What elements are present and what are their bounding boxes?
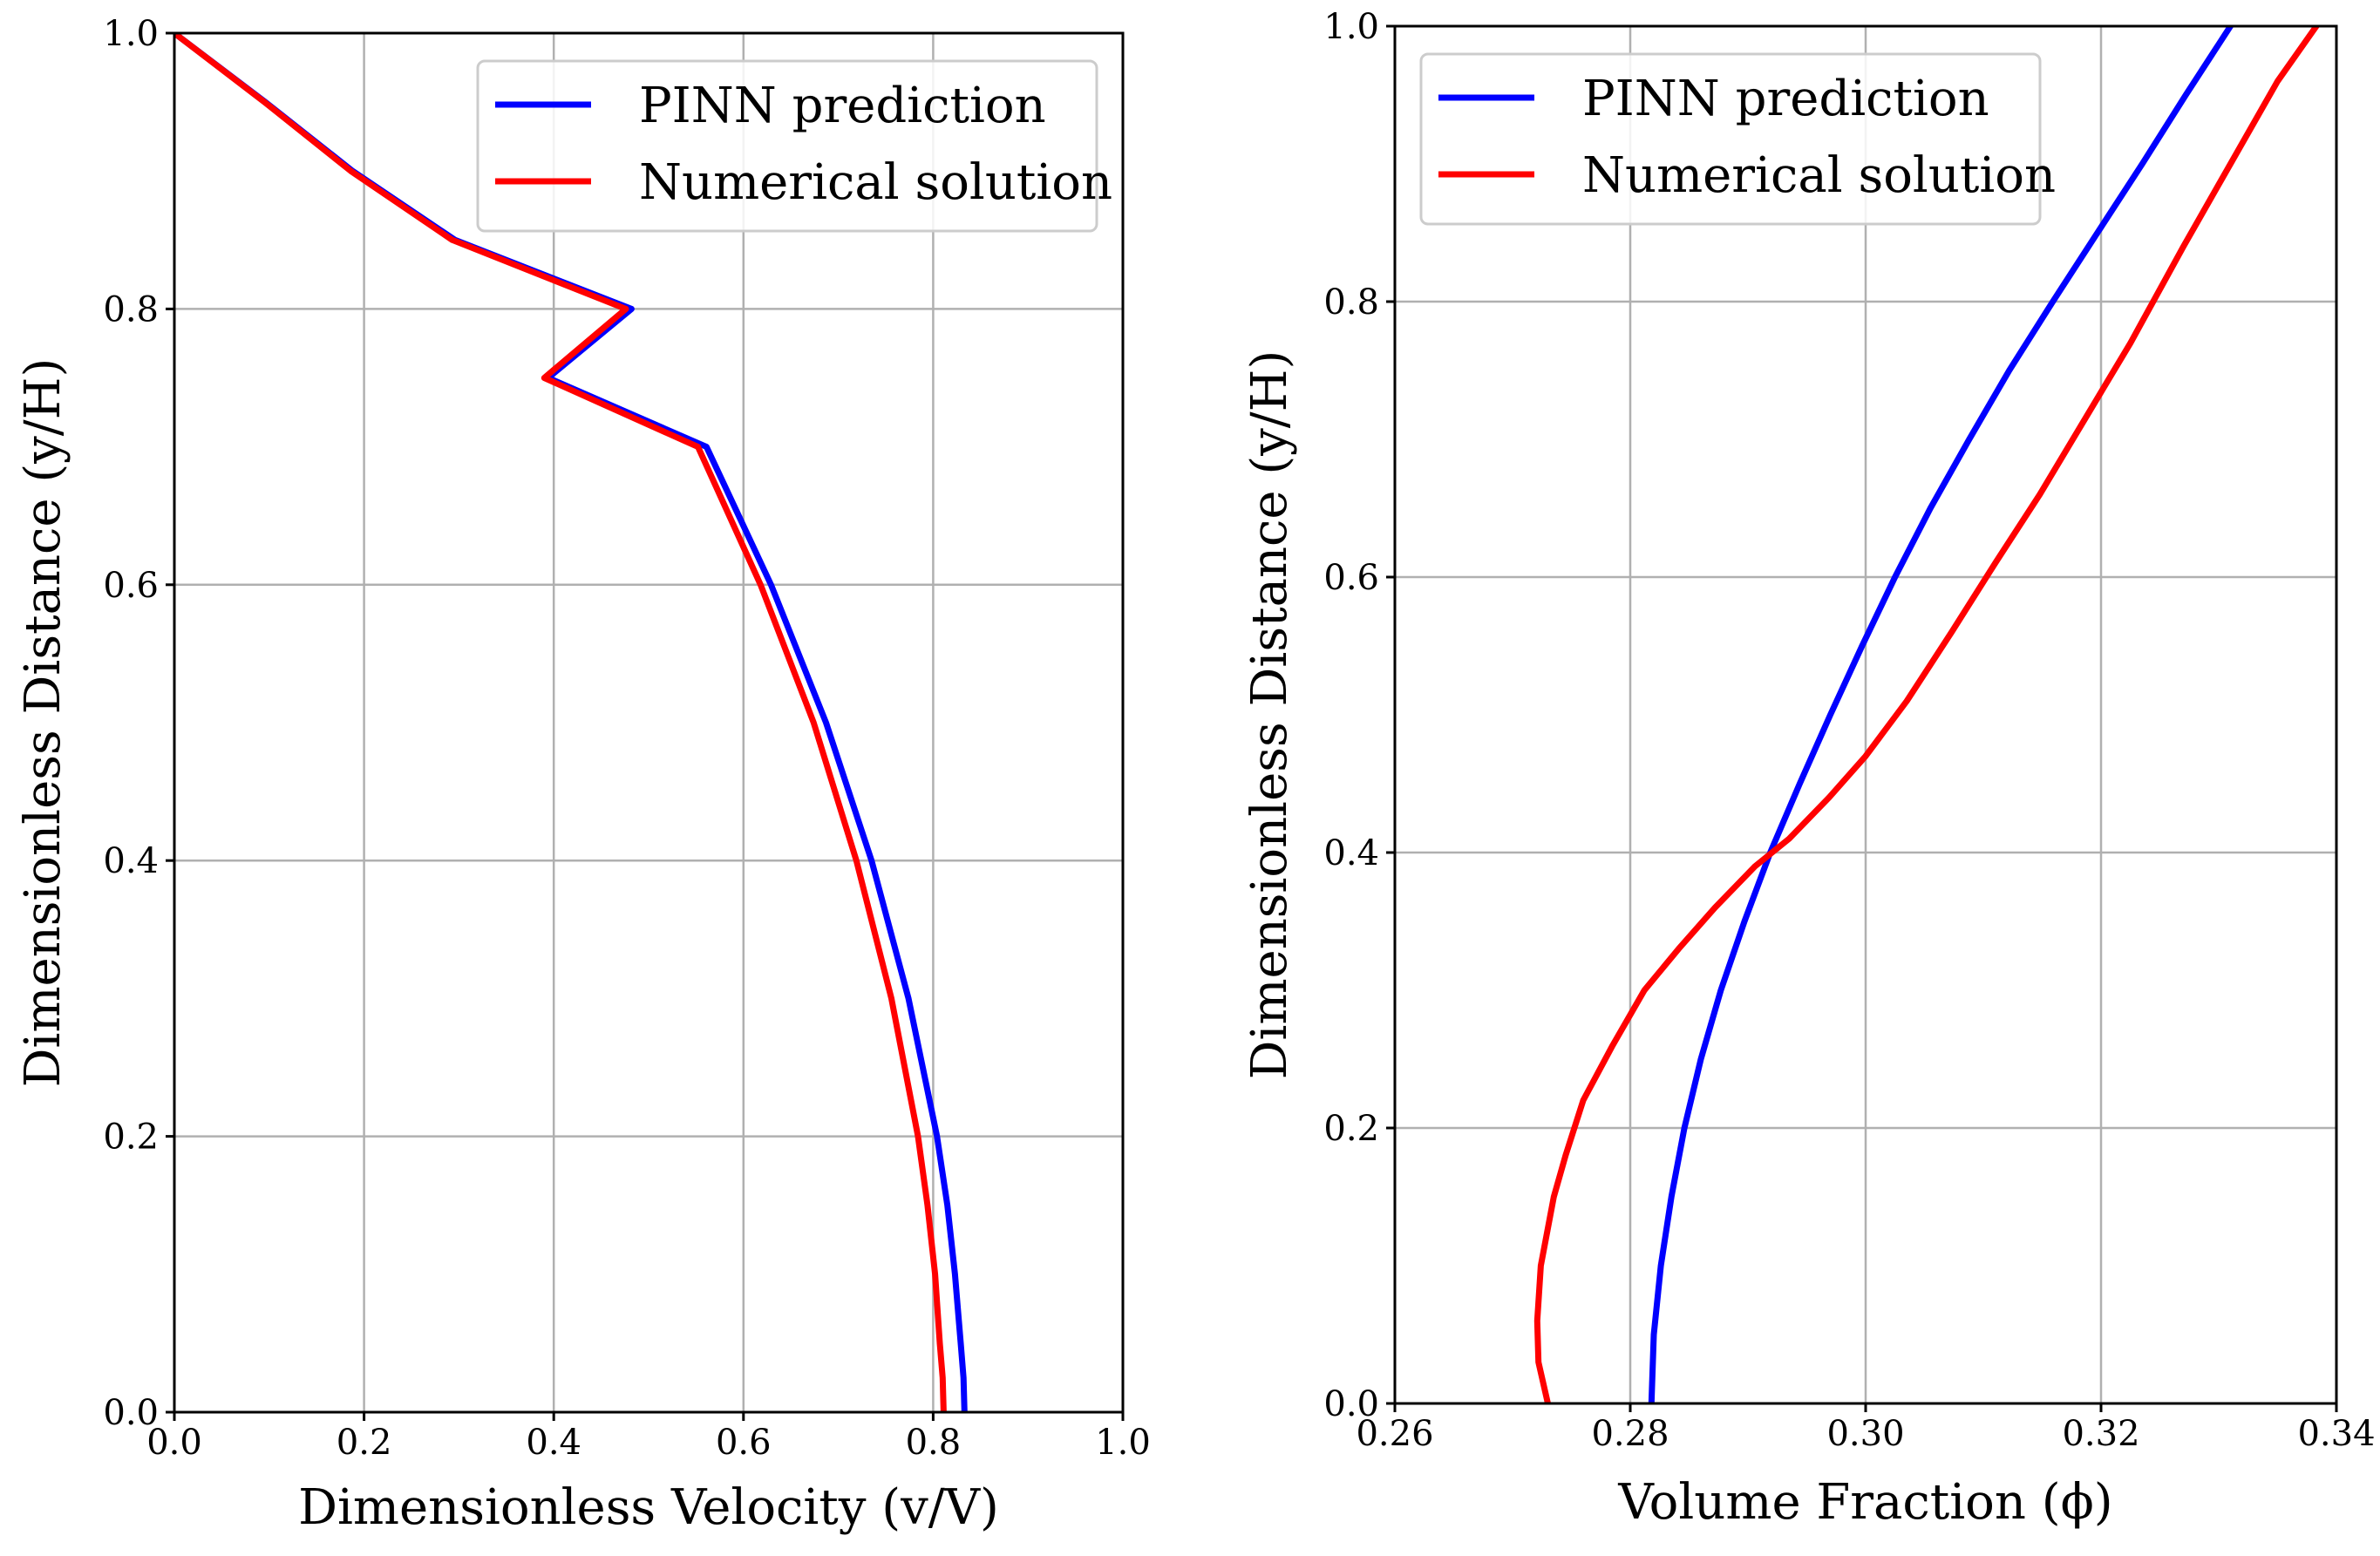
x-tick-label: 1.0: [1095, 1423, 1151, 1463]
y-tick-label: 0.0: [1323, 1384, 1379, 1424]
x-tick-label: 0.6: [716, 1423, 772, 1463]
legend-label: Numerical solution: [1582, 147, 2056, 204]
y-axis-label: Dimensionless Distance (y/H): [1241, 350, 1298, 1080]
legend-box: [1419, 52, 2042, 226]
y-tick-label: 0.4: [1323, 833, 1379, 873]
y-tick-label: 0.6: [1323, 558, 1379, 598]
x-tick-label: 0.28: [1591, 1414, 1669, 1454]
x-tick-label: 0.0: [146, 1423, 202, 1463]
y-tick-label: 0.4: [103, 841, 159, 881]
y-tick-label: 0.8: [103, 289, 159, 330]
legend: PINN prediction Numerical solution: [476, 59, 1112, 233]
y-tick-label: 0.8: [1323, 282, 1379, 323]
y-tick-label: 0.6: [103, 566, 159, 606]
y-tick-label: 0.2: [1323, 1109, 1379, 1149]
volume-fraction-chart: 0.26 0.28 0.30 0.32 0.34 0.0 0.2 0.4 0.6 0.8 1.0 Vo…: [1241, 7, 2376, 1531]
axis-frame: [173, 31, 1125, 1414]
y-tick-label: 0.2: [103, 1118, 159, 1158]
legend-box: [476, 59, 1098, 233]
x-tick-label: 0.26: [1356, 1414, 1433, 1454]
legend-label: PINN prediction: [1582, 71, 1989, 127]
legend: PINN prediction Numerical solution: [1419, 52, 2056, 226]
x-axis-label: Volume Fraction (ϕ): [1617, 1474, 2112, 1531]
y-tick-label: 0.0: [103, 1393, 159, 1433]
legend-label: PINN prediction: [639, 78, 1046, 134]
x-tick-label: 0.2: [337, 1423, 392, 1463]
x-tick-label: 0.8: [906, 1423, 962, 1463]
velocity-chart: 0.0 0.2 0.4 0.6 0.8 1.0 0.0 0.2 0.4 0.6 0.8 1.0 Dime…: [15, 14, 1151, 1536]
series-line-pinn-prediction: [1648, 26, 2234, 1403]
y-tick-label: 1.0: [1323, 7, 1379, 47]
x-tick-label: 0.34: [2297, 1414, 2375, 1454]
x-tick-label: 0.30: [1826, 1414, 1904, 1454]
x-tick-label: 0.4: [526, 1423, 581, 1463]
series-line-numerical-solution: [1533, 26, 2320, 1403]
axis-frame: [1393, 24, 2338, 1405]
series-line-numerical-solution: [174, 33, 947, 1412]
x-tick-label: 0.32: [2062, 1414, 2139, 1454]
legend-label: Numerical solution: [639, 154, 1112, 211]
y-tick-label: 1.0: [103, 14, 159, 54]
x-axis-label: Dimensionless Velocity (v/V): [298, 1479, 999, 1536]
y-axis-label: Dimensionless Distance (y/H): [15, 358, 71, 1088]
